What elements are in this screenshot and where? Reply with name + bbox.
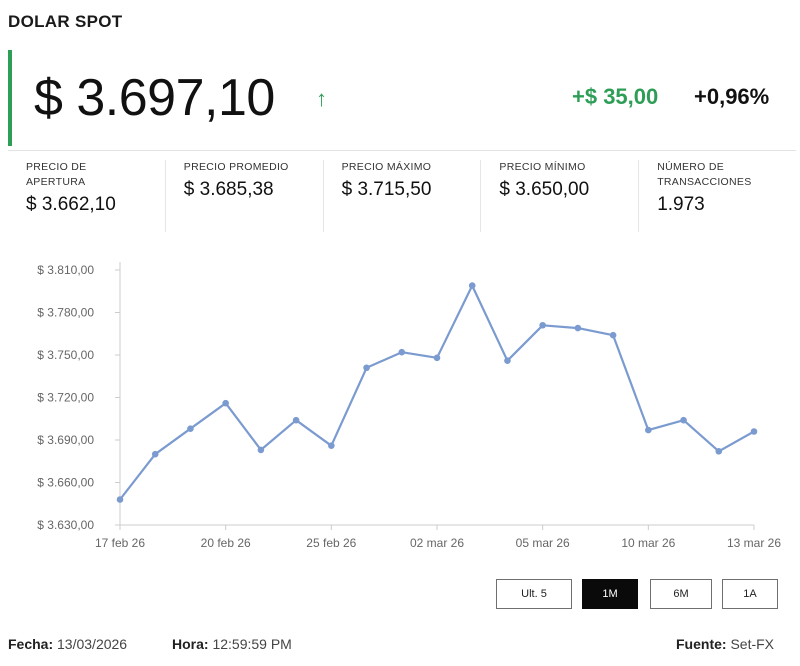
data-point xyxy=(222,399,229,407)
footer-date-value: 13/03/2026 xyxy=(57,636,128,652)
stat-value: $ 3.715,50 xyxy=(341,179,432,200)
data-point xyxy=(715,448,723,455)
stat-average: PRECIO PROMEDIO $ 3.685,38 xyxy=(164,160,323,232)
data-point xyxy=(680,416,687,424)
data-point xyxy=(292,416,300,424)
y-tick-label: $ 3.810,00 xyxy=(37,263,94,277)
x-tick-label: 10 mar 26 xyxy=(621,536,675,550)
footer-time: Hora: 12:59:59 PM xyxy=(172,636,292,652)
stat-value: $ 3.662,10 xyxy=(26,194,116,215)
x-tick-label: 13 mar 26 xyxy=(727,536,781,550)
range-button-1a[interactable]: 1A xyxy=(722,579,778,609)
y-tick-label: $ 3.630,00 xyxy=(37,518,94,532)
x-tick-label: 02 mar 26 xyxy=(410,536,464,550)
price-panel: $ 3.697,10 ↑ +$ 35,00 +0,96% xyxy=(8,50,796,146)
series-line xyxy=(119,284,755,501)
x-tick-label: 25 feb 26 xyxy=(306,536,356,550)
data-point xyxy=(187,425,194,432)
data-point xyxy=(574,324,582,332)
stat-label: NÚMERO DE TRANSACCIONES xyxy=(657,161,752,188)
x-tick-label: 17 feb 26 xyxy=(95,536,145,550)
data-point xyxy=(468,282,476,289)
range-button-6m[interactable]: 6M xyxy=(650,579,712,609)
data-point xyxy=(609,331,617,339)
price-change-absolute: +$ 35,00 xyxy=(572,84,659,109)
stat-value: $ 3.650,00 xyxy=(499,179,590,200)
data-point xyxy=(398,348,406,356)
data-point xyxy=(257,446,265,454)
footer-time-label: Hora: xyxy=(172,636,209,652)
data-point xyxy=(750,428,758,435)
stats-row: PRECIO DE APERTURA $ 3.662,10 PRECIO PRO… xyxy=(8,160,796,232)
data-point xyxy=(328,442,335,449)
data-point xyxy=(116,496,124,503)
data-point xyxy=(539,321,546,329)
y-tick-label: $ 3.690,00 xyxy=(37,433,94,447)
range-button-1m[interactable]: 1M xyxy=(582,579,638,609)
stat-value: $ 3.685,38 xyxy=(183,179,274,200)
range-button-ult5[interactable]: Ult. 5 xyxy=(496,579,572,609)
y-tick-label: $ 3.660,00 xyxy=(37,476,94,490)
arrow-up-icon: ↑ xyxy=(316,86,327,111)
footer-source-value: Set-FX xyxy=(730,636,775,652)
data-point xyxy=(433,354,441,362)
stat-label: PRECIO PROMEDIO xyxy=(183,161,289,173)
stat-max: PRECIO MÁXIMO $ 3.715,50 xyxy=(322,160,481,232)
stat-label: PRECIO MÍNIMO xyxy=(499,161,586,173)
footer-date-label: Fecha: xyxy=(8,636,54,652)
divider xyxy=(8,150,796,151)
y-tick-label: $ 3.780,00 xyxy=(37,306,94,320)
data-point xyxy=(363,364,370,372)
price-line-chart: $ 3.630,00 $ 3.660,00 $ 3.690,00 $ 3.720,00… xyxy=(37,262,781,550)
page-title: DOLAR SPOT xyxy=(8,12,123,31)
stat-min: PRECIO MÍNIMO $ 3.650,00 xyxy=(480,160,638,232)
footer-source: Fuente: Set-FX xyxy=(676,636,774,652)
stat-label: PRECIO DE APERTURA xyxy=(26,161,87,188)
y-tick-label: $ 3.750,00 xyxy=(37,348,94,362)
price-change-percent: +0,96% xyxy=(694,84,770,109)
footer-time-value: 12:59:59 PM xyxy=(212,636,292,652)
stat-value: 1.973 xyxy=(657,194,705,215)
footer-source-label: Fuente: xyxy=(676,636,727,652)
data-point xyxy=(504,357,511,364)
x-tick-label: 05 mar 26 xyxy=(516,536,570,550)
x-tick-label: 20 feb 26 xyxy=(201,536,251,550)
stat-transactions: NÚMERO DE TRANSACCIONES 1.973 xyxy=(638,160,796,232)
current-price: $ 3.697,10 xyxy=(34,69,275,127)
footer-date: Fecha: 13/03/2026 xyxy=(8,636,127,652)
data-point xyxy=(645,426,652,434)
stat-opening: PRECIO DE APERTURA $ 3.662,10 xyxy=(8,160,165,232)
data-point xyxy=(151,450,159,458)
y-tick-label: $ 3.720,00 xyxy=(37,391,94,405)
stat-label: PRECIO MÁXIMO xyxy=(341,161,432,173)
